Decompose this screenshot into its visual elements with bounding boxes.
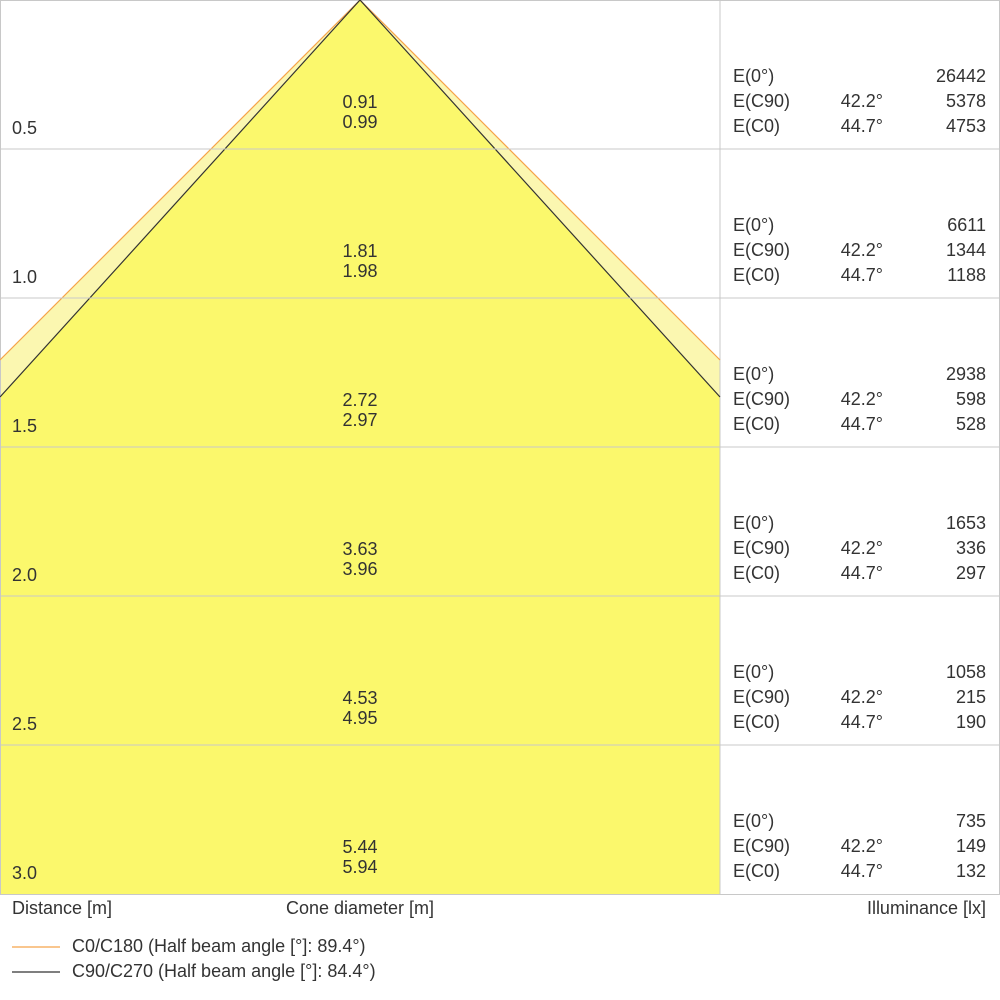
distance: 2.0 (12, 565, 37, 585)
beam-angle: 42.2° (841, 538, 883, 558)
cone-diameter: 1.98 (342, 261, 377, 281)
beam-angle: 44.7° (841, 265, 883, 285)
illuminance-value: 5378 (946, 91, 986, 111)
cone-diameter: 5.94 (342, 857, 377, 877)
cone-diameter: 3.63 (342, 539, 377, 559)
illuminance-label: E(0°) (733, 513, 774, 533)
illuminance-value: 528 (956, 414, 986, 434)
distance: 0.5 (12, 118, 37, 138)
illuminance-value: 215 (956, 687, 986, 707)
cone-diameter: 4.53 (342, 688, 377, 708)
illuminance-label: E(C0) (733, 712, 780, 732)
beam-angle: 44.7° (841, 414, 883, 434)
cone-diameter: 0.91 (342, 92, 377, 112)
illuminance-label: E(C90) (733, 687, 790, 707)
illuminance-label: E(0°) (733, 66, 774, 86)
illuminance-label: E(C90) (733, 240, 790, 260)
illuminance-value: 336 (956, 538, 986, 558)
illuminance-label: E(C0) (733, 414, 780, 434)
illuminance-label: E(C0) (733, 861, 780, 881)
beam-angle: 42.2° (841, 91, 883, 111)
illuminance-value: 2938 (946, 364, 986, 384)
illuminance-value: 149 (956, 836, 986, 856)
illuminance-label: E(0°) (733, 811, 774, 831)
illuminance-value: 190 (956, 712, 986, 732)
beam-angle: 44.7° (841, 861, 883, 881)
footer-distance: Distance [m] (12, 898, 112, 918)
c0-line (0, 0, 721, 361)
footer-diameter: Cone diameter [m] (286, 898, 434, 918)
illuminance-value: 1188 (947, 265, 986, 285)
cone-diameter: 1.81 (342, 241, 377, 261)
cone-diameter: 4.95 (342, 708, 377, 728)
cone-diameter: 5.44 (342, 837, 377, 857)
illuminance-value: 598 (956, 389, 986, 409)
illuminance-label: E(C90) (733, 91, 790, 111)
illuminance-value: 1058 (946, 662, 986, 682)
illuminance-label: E(C0) (733, 265, 780, 285)
illuminance-value: 297 (956, 563, 986, 583)
illuminance-label: E(C90) (733, 389, 790, 409)
illuminance-value: 1344 (946, 240, 986, 260)
cone-diameter: 0.99 (342, 112, 377, 132)
beam-angle: 44.7° (841, 712, 883, 732)
illuminance-label: E(C90) (733, 836, 790, 856)
cone-diameter: 2.72 (342, 390, 377, 410)
illuminance-label: E(0°) (733, 662, 774, 682)
beam-angle: 42.2° (841, 240, 883, 260)
footer-illuminance: Illuminance [lx] (867, 898, 986, 918)
beam-angle: 44.7° (841, 116, 883, 136)
distance: 1.0 (12, 267, 37, 287)
illuminance-label: E(C90) (733, 538, 790, 558)
illuminance-label: E(C0) (733, 563, 780, 583)
illuminance-value: 4753 (946, 116, 986, 136)
illuminance-label: E(0°) (733, 364, 774, 384)
beam-angle: 42.2° (841, 836, 883, 856)
illuminance-label: E(0°) (733, 215, 774, 235)
illuminance-value: 1653 (946, 513, 986, 533)
illuminance-value: 26442 (936, 66, 986, 86)
illuminance-label: E(C0) (733, 116, 780, 136)
c90-line (0, 0, 721, 398)
beam-angle: 42.2° (841, 687, 883, 707)
cone-diameter: 3.96 (342, 559, 377, 579)
legend-label: C90/C270 (Half beam angle [°]: 84.4°) (72, 961, 376, 981)
illuminance-value: 132 (956, 861, 986, 881)
legend-label: C0/C180 (Half beam angle [°]: 89.4°) (72, 936, 366, 956)
illuminance-value: 6611 (947, 215, 986, 235)
beam-angle: 44.7° (841, 563, 883, 583)
distance: 1.5 (12, 416, 37, 436)
cone-diameter: 2.97 (342, 410, 377, 430)
distance: 3.0 (12, 863, 37, 883)
illuminance-value: 735 (956, 811, 986, 831)
distance: 2.5 (12, 714, 37, 734)
beam-angle: 42.2° (841, 389, 883, 409)
